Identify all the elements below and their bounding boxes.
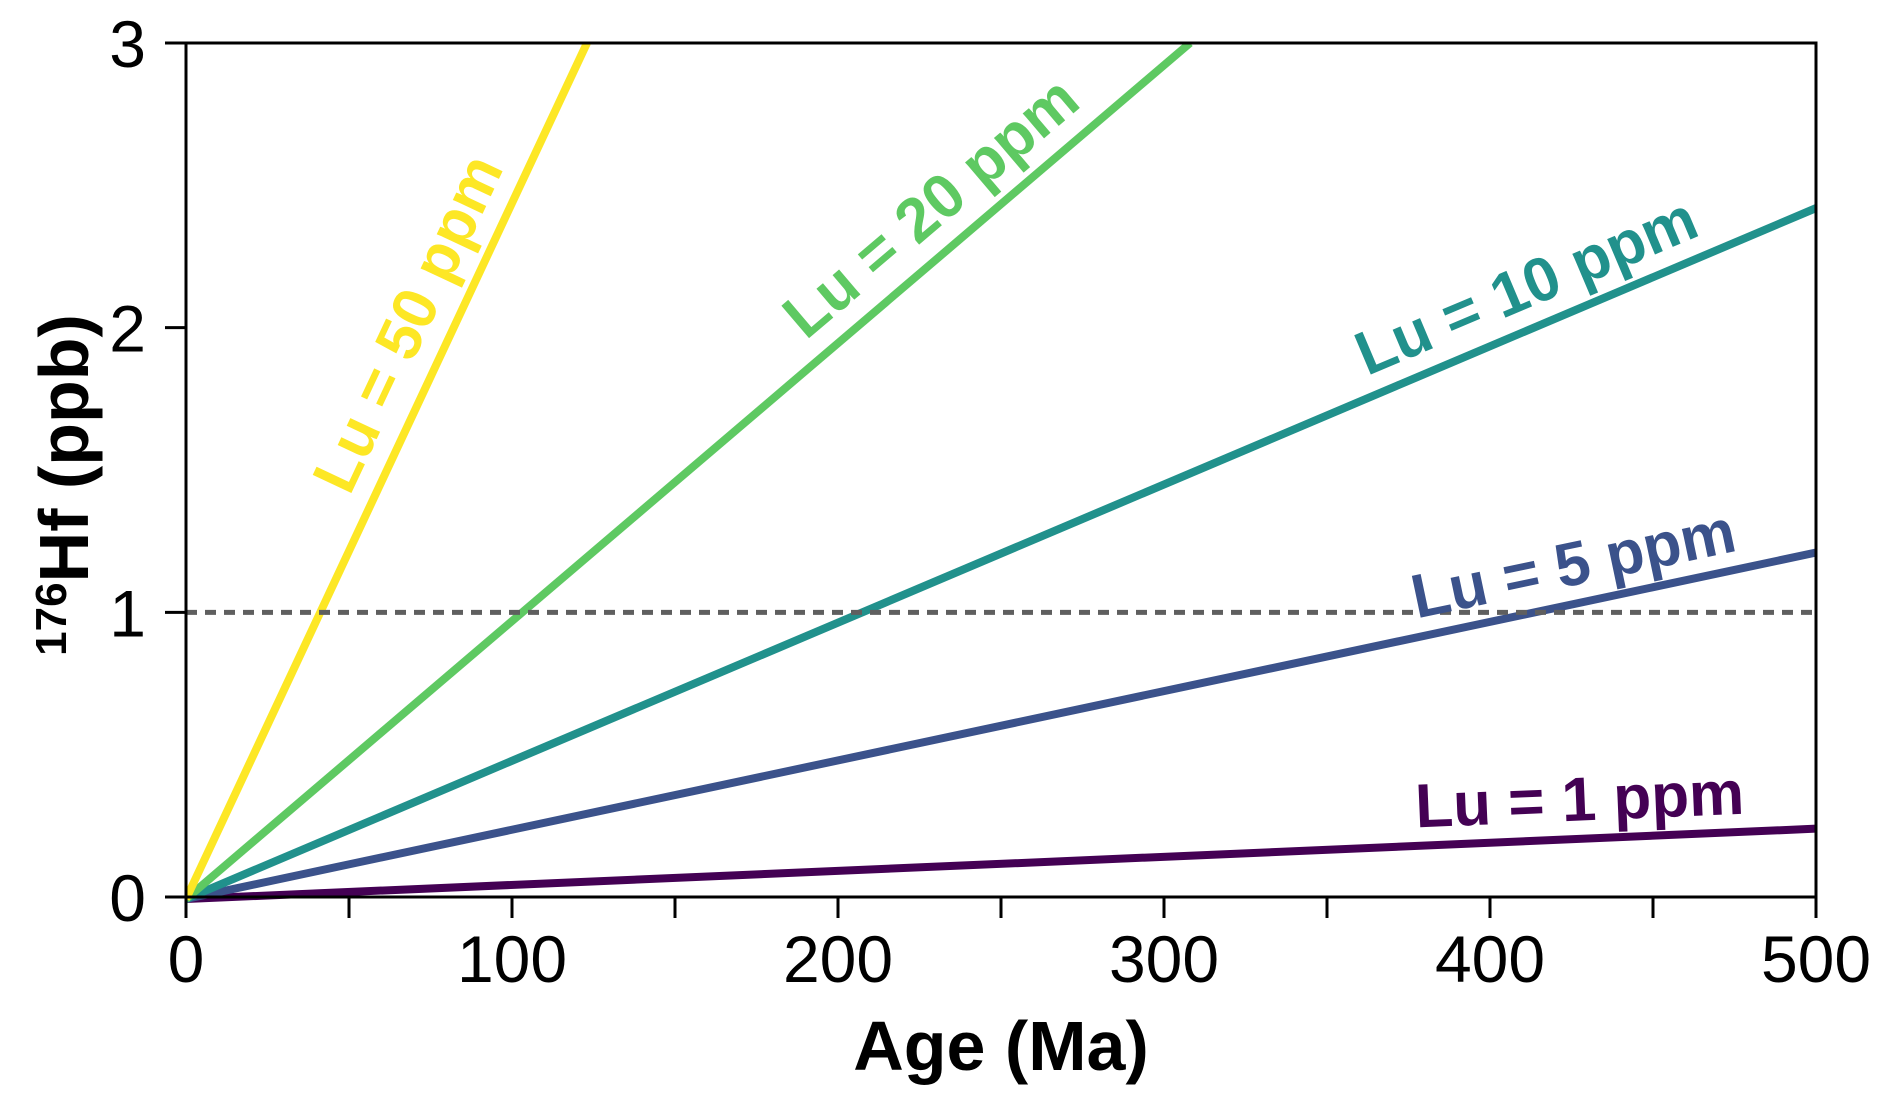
series-label-lu-20-ppm: Lu = 20 ppm <box>770 63 1092 351</box>
x-tick-label: 500 <box>1761 922 1871 996</box>
series-line-lu-10-ppm <box>186 204 1816 903</box>
y-axis-title-main: Hf (ppb) <box>25 314 103 582</box>
axes: 0 100 200 300 400 500 0 1 2 3 <box>109 7 1871 996</box>
series-line-lu-50-ppm <box>186 43 591 901</box>
x-axis-title: Age (Ma) <box>853 1007 1149 1085</box>
x-tick-label: 100 <box>457 922 567 996</box>
series-label-lu-50-ppm: Lu = 50 ppm <box>300 144 517 502</box>
series-line-lu-1-ppm <box>186 824 1816 903</box>
series-line-lu-5-ppm <box>186 548 1816 903</box>
y-tick-label: 1 <box>109 576 146 650</box>
y-tick-label: 3 <box>109 7 146 81</box>
x-tick-label: 200 <box>783 922 893 996</box>
series-label-lu-1-ppm: Lu = 1 ppm <box>1414 759 1746 842</box>
x-tick-label: 300 <box>1109 922 1219 996</box>
y-axis-title-superscript: 176 <box>27 582 76 655</box>
series-line-lu-20-ppm <box>186 43 1193 903</box>
y-tick-label: 2 <box>109 292 146 366</box>
x-tick-label: 400 <box>1435 922 1545 996</box>
series-label-lu-10-ppm: Lu = 10 ppm <box>1346 184 1708 389</box>
y-tick-label: 0 <box>109 861 146 935</box>
y-axis-title: 176Hf (ppb) <box>25 314 103 656</box>
x-tick-label: 0 <box>168 922 205 996</box>
